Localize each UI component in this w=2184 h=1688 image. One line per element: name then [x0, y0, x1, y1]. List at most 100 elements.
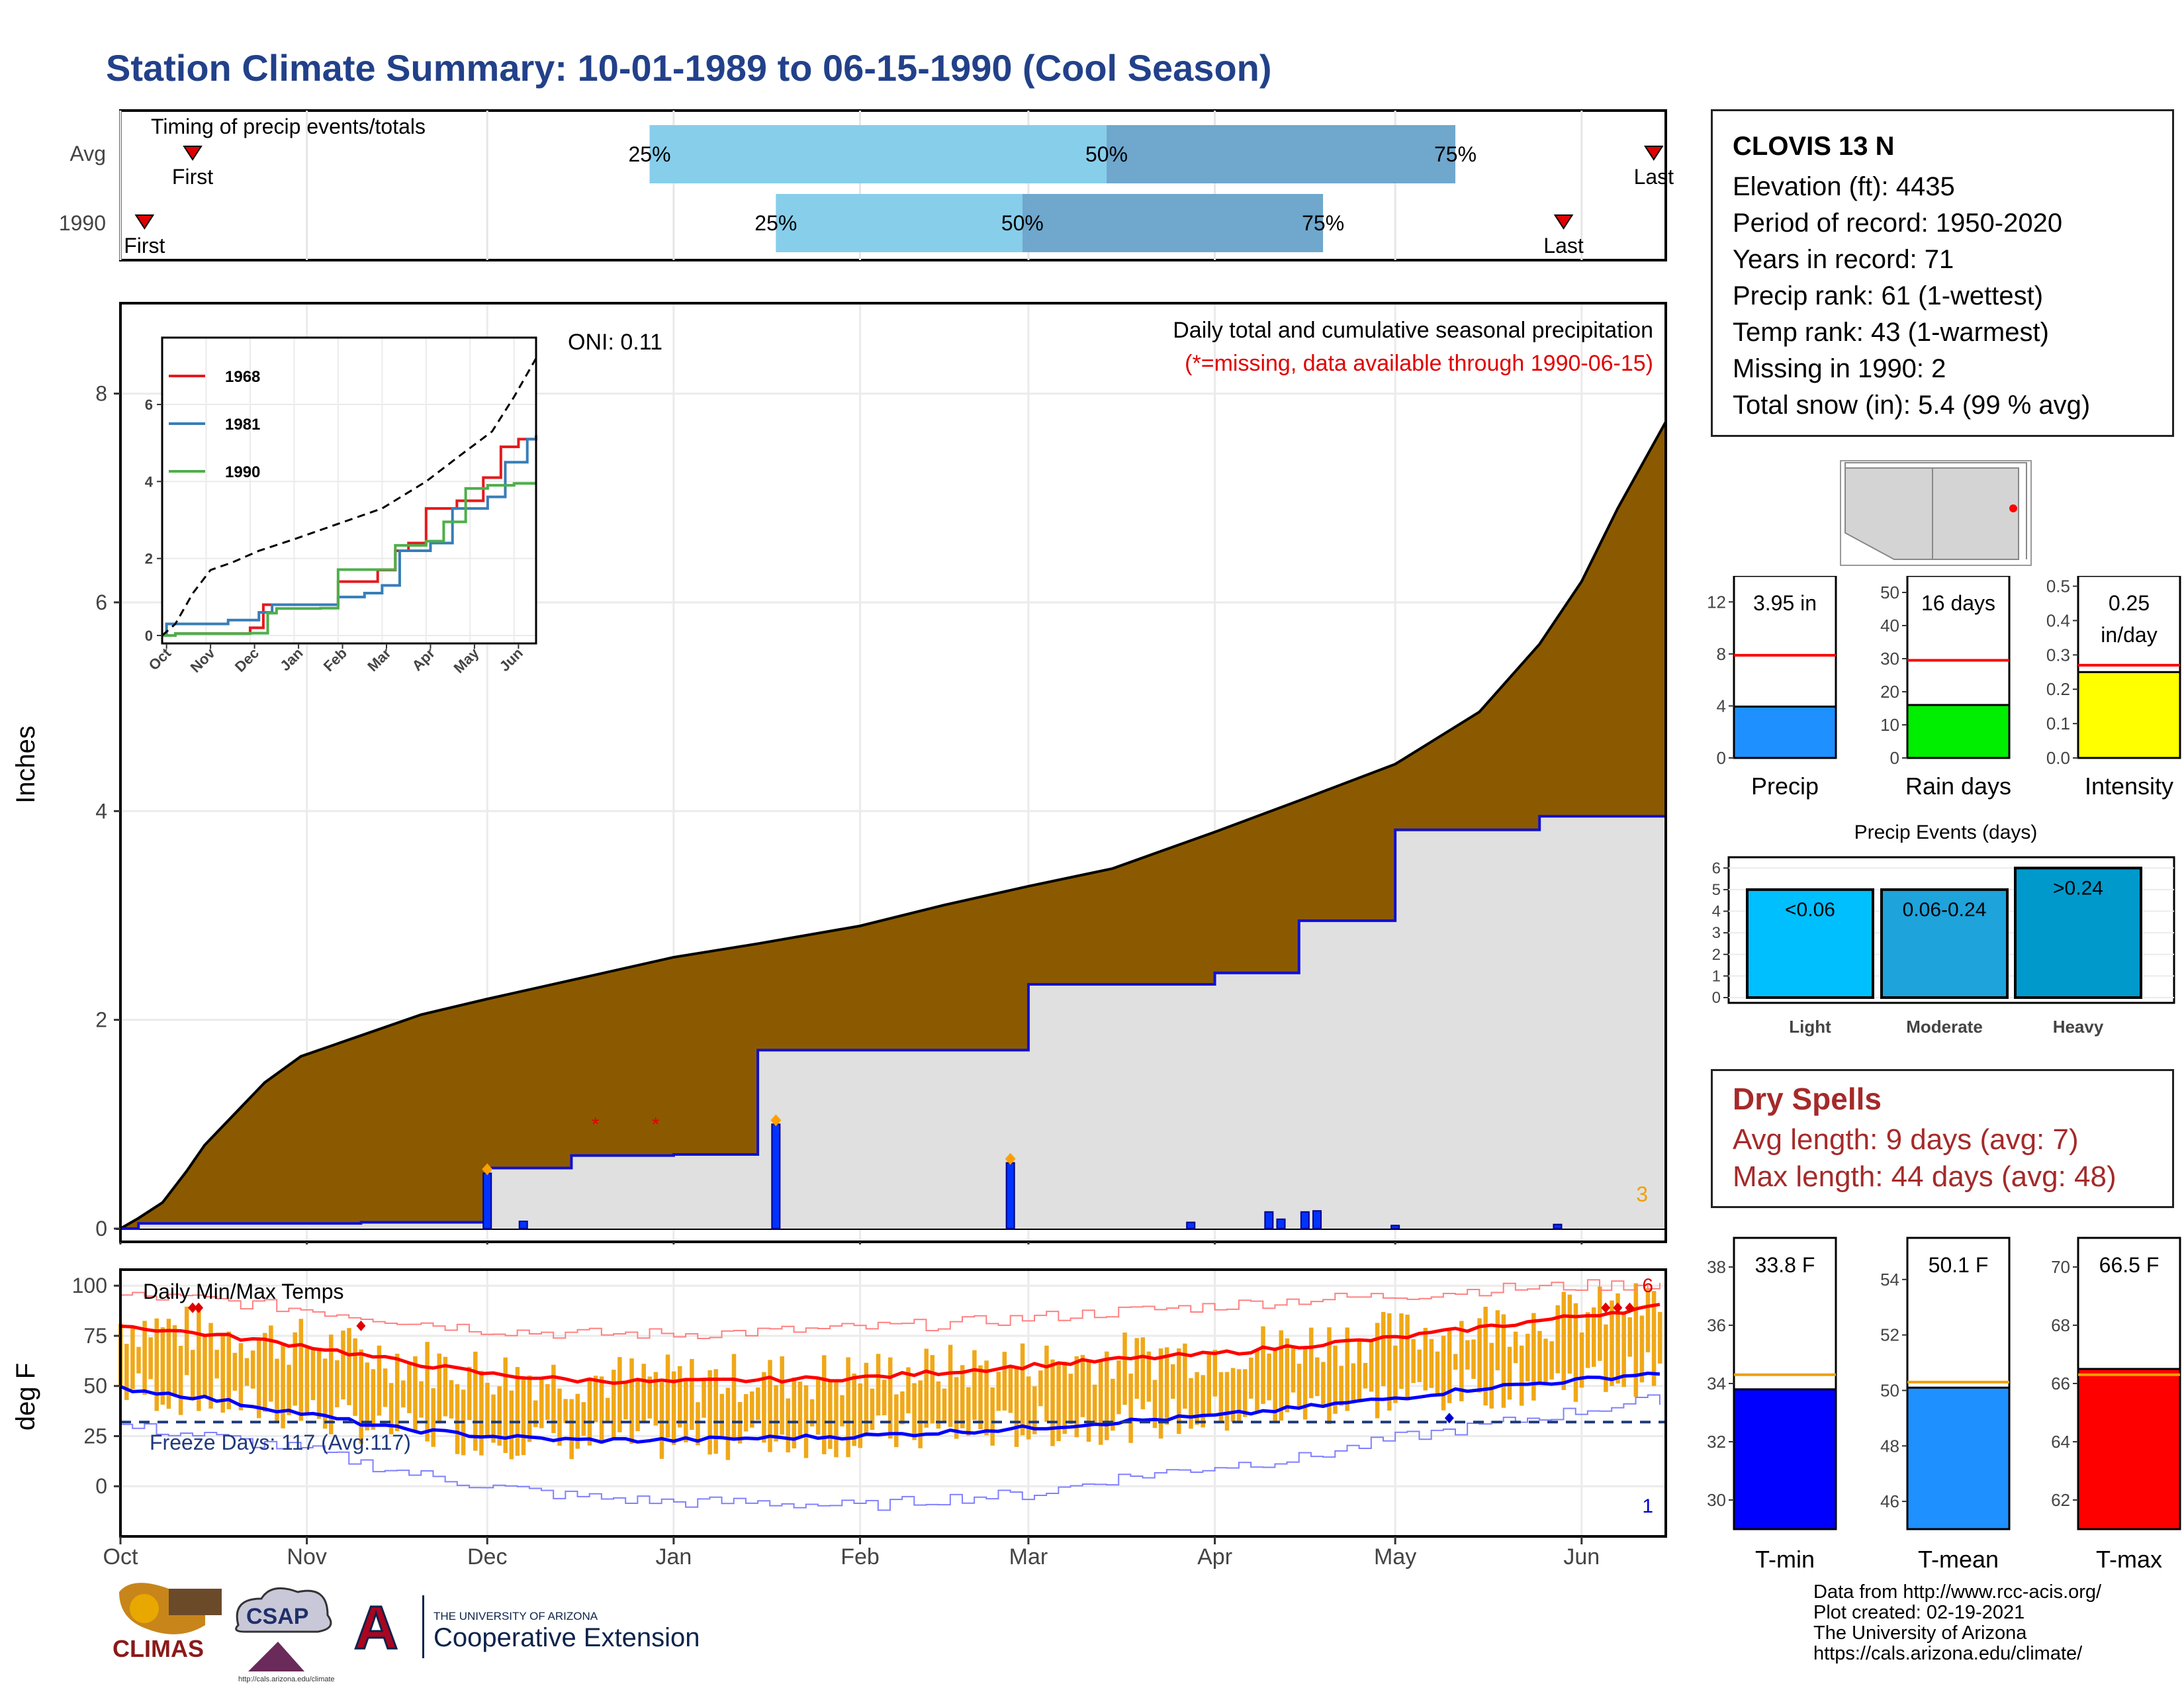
record-high-marker	[356, 1320, 366, 1331]
daily-temp-bar	[876, 1354, 881, 1416]
daily-precip-bar	[518, 1220, 528, 1229]
daily-temp-bar	[774, 1385, 778, 1442]
daily-temp-bar	[497, 1386, 502, 1446]
daily-temp-bar	[1489, 1342, 1494, 1409]
record-high-marker	[1613, 1302, 1623, 1313]
station-snow: Total snow (in): 5.4 (99 % avg)	[1733, 391, 2091, 420]
temps-yticks: 0 25 50 75 100	[72, 1274, 120, 1498]
events-ytick-label: 0	[1712, 989, 1721, 1007]
average-max-line	[120, 1303, 1661, 1385]
daily-temp-bar	[1585, 1312, 1590, 1368]
daily-temp-bar	[1363, 1362, 1368, 1389]
timing-label-75: 75%	[1434, 142, 1477, 166]
daily-temp-bar	[1050, 1359, 1055, 1446]
daily-temp-bar	[1134, 1338, 1139, 1399]
temp-gauge-tick-label: 38	[1707, 1257, 1726, 1277]
precip-events-chart: Precip Events (days) 0 1 2 3 4 5 6 <0.06 Light 0.…	[1712, 821, 2175, 1037]
time-axis-label: Jun	[1563, 1544, 1600, 1570]
daily-temp-bar	[509, 1390, 514, 1460]
temp-gauge-value-label: 66.5 F	[2099, 1253, 2160, 1277]
climas-sun	[130, 1594, 159, 1623]
daily-temp-bar	[281, 1342, 285, 1429]
daily-temp-bar	[347, 1328, 351, 1405]
daily-temp-bar	[731, 1354, 737, 1438]
daily-temp-bar	[1195, 1372, 1199, 1425]
temps-xticks	[119, 1536, 1583, 1544]
daily-temp-bar	[1573, 1303, 1578, 1402]
gauge-tick-label: 0	[1717, 748, 1726, 768]
timing-last-label: Last	[1543, 234, 1584, 258]
daily-temp-bar	[858, 1383, 863, 1448]
daily-temp-bar	[762, 1372, 766, 1443]
time-axis: Oct Nov Dec Jan Feb Mar Apr May Jun	[103, 1544, 1600, 1570]
daily-temp-bar	[1218, 1372, 1224, 1423]
inset-ytick-label: 0	[145, 628, 153, 644]
temps-ytick-label: 100	[72, 1274, 107, 1297]
daily-precip-bar	[1264, 1211, 1274, 1230]
daily-temp-bar	[467, 1366, 472, 1421]
daily-temp-bar	[473, 1351, 478, 1451]
temp-gauge-name: T-max	[2096, 1546, 2162, 1573]
cumulative-1990-line	[120, 815, 1666, 1230]
daily-temp-bar	[1128, 1374, 1133, 1443]
daily-temp-bar	[918, 1380, 923, 1448]
daily-temp-bar	[1435, 1351, 1440, 1395]
daily-temp-bar	[437, 1353, 442, 1424]
arizona-shape	[1844, 467, 1933, 560]
csap-url: http://cals.arizona.edu/climate	[238, 1675, 335, 1683]
daily-temp-bar	[166, 1319, 171, 1409]
daily-temp-bar	[948, 1344, 953, 1427]
credits: Data from http://www.rcc-acis.org/ Plot …	[1813, 1582, 2101, 1664]
gauge-value-bar	[1733, 705, 1837, 759]
daily-temp-bar	[1291, 1346, 1296, 1393]
timing-bar-25-50	[776, 194, 1023, 252]
daily-temp-bar	[148, 1337, 153, 1380]
temps-ytick-label: 75	[83, 1324, 107, 1348]
precip-yticks: 0 2 4 6 8	[95, 382, 1583, 1244]
daily-temp-bar	[671, 1371, 676, 1445]
temps-ytick-label: 25	[83, 1424, 107, 1448]
daily-temp-bar	[1387, 1313, 1392, 1411]
daily-temp-bar	[419, 1381, 424, 1418]
daily-temp-bar	[1267, 1353, 1271, 1401]
timing-last-marker	[1643, 146, 1664, 161]
credit-url: https://cals.arizona.edu/climate/	[1813, 1643, 2083, 1664]
daily-temp-bar	[413, 1356, 418, 1432]
daily-temp-bar	[1008, 1367, 1013, 1413]
daily-temp-bar	[581, 1402, 586, 1436]
events-ytick-label: 2	[1712, 946, 1721, 964]
station-elevation: Elevation (ft): 4435	[1733, 172, 1955, 201]
gauge-name: Intensity	[2085, 773, 2173, 800]
daily-temp-bar	[1140, 1337, 1146, 1409]
gauge-name: Precip	[1751, 773, 1819, 800]
precip-annotation-main: Daily total and cumulative seasonal prec…	[1173, 318, 1653, 343]
daily-temp-bar	[1098, 1360, 1103, 1445]
missing-marker: *	[652, 1113, 660, 1135]
daily-precip-bar	[1553, 1223, 1563, 1229]
timing-bar-50-75	[1107, 125, 1456, 183]
daily-temp-bar	[172, 1325, 177, 1395]
inset-legend-label: 1968	[225, 368, 260, 386]
daily-precip-bar	[1312, 1210, 1322, 1229]
daily-temp-bar	[383, 1368, 388, 1407]
temp-gauge-tick-label: 36	[1707, 1315, 1726, 1335]
daily-temp-bar	[756, 1387, 760, 1421]
cumulative-1990-area	[120, 816, 1666, 1229]
events-ytick-label: 5	[1712, 881, 1721, 899]
inset-legend-label: 1990	[225, 463, 260, 481]
daily-temp-bar	[1531, 1313, 1536, 1401]
daily-temp-bar	[1417, 1349, 1422, 1382]
daily-temp-bar	[1158, 1348, 1163, 1439]
record-high-marker	[188, 1302, 198, 1313]
events-bar-label: >0.24	[2053, 877, 2103, 899]
events-category-label: Heavy	[2053, 1017, 2104, 1037]
daily-temp-bar	[1206, 1352, 1211, 1415]
timing-label-75: 75%	[1302, 211, 1344, 235]
temp-gauge-tick-label: 54	[1880, 1270, 1899, 1289]
daily-temp-bar	[1044, 1345, 1049, 1422]
daily-temp-bar	[1561, 1291, 1567, 1390]
events-bar-label: <0.06	[1785, 899, 1835, 921]
daily-temp-bar	[1236, 1369, 1242, 1422]
temp-gauge-tick-label: 66	[2051, 1374, 2070, 1393]
